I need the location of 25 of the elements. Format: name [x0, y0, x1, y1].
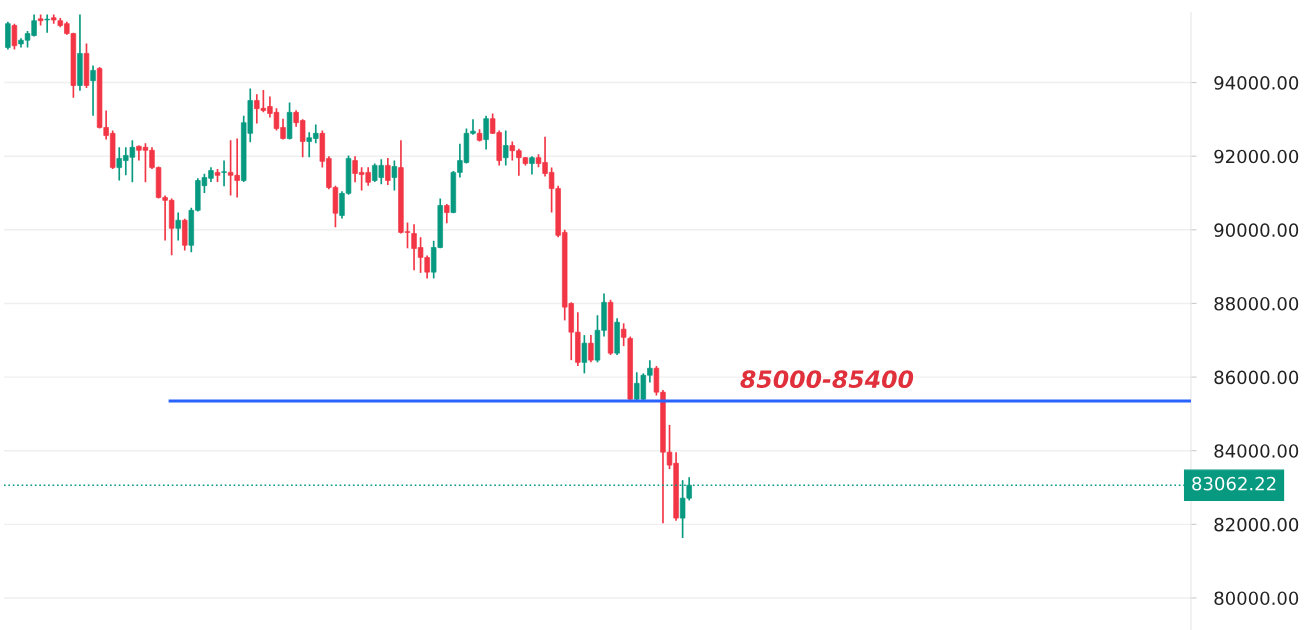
y-tick-label: 84000.00 [1214, 444, 1299, 458]
ref-line-label: 83062.22 [1192, 476, 1276, 491]
y-tick-label: 88000.00 [1214, 296, 1299, 311]
y-tick-label: 82000.00 [1214, 517, 1299, 532]
y-tick-label: 94000.00 [1214, 76, 1299, 90]
candlestick [391, 159, 398, 192]
y-tick-label: 86000.00 [1214, 370, 1299, 385]
candlestick [221, 159, 227, 188]
candlestick [483, 114, 489, 151]
candlestick [620, 322, 627, 347]
candlestick [385, 157, 391, 186]
annotation: 85000-85400 [740, 370, 914, 389]
candlestick [588, 334, 594, 364]
y-tick-label: 80000.00 [1214, 591, 1299, 606]
candlestick [44, 13, 50, 34]
candlestick [444, 203, 450, 225]
candlestick [503, 129, 509, 167]
candlestick [175, 211, 181, 242]
candlestick [90, 64, 96, 117]
candlestick [5, 20, 11, 51]
candlestick [11, 22, 18, 51]
y-tick-label: 90000.00 [1214, 223, 1299, 237]
candlestick [581, 334, 588, 375]
y-tick-label: 92000.00 [1214, 149, 1299, 164]
candlestick [529, 155, 535, 176]
